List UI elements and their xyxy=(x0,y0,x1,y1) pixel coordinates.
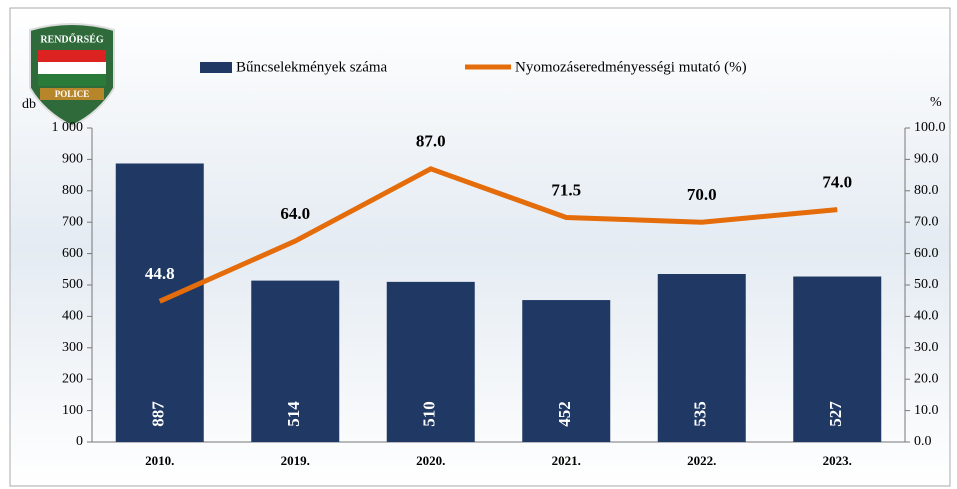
y2-axis-label: % xyxy=(930,95,942,110)
line-label: 87.0 xyxy=(416,132,446,151)
y-axis-label: db xyxy=(22,97,36,112)
y-tick-label: 900 xyxy=(62,152,83,167)
y-tick-label: 1 000 xyxy=(52,120,84,135)
y2-tick-label: 80.0 xyxy=(914,183,939,198)
y2-tick-label: 60.0 xyxy=(914,246,939,261)
line-label: 71.5 xyxy=(551,180,581,199)
logo: RENDŐRSÉG POLICE xyxy=(29,23,115,128)
x-tick-label: 2021. xyxy=(552,453,581,468)
y2-tick-label: 20.0 xyxy=(914,371,939,386)
legend-label: Nyomozáseredményességi mutató (%) xyxy=(515,59,747,75)
bar-label: 535 xyxy=(691,401,710,427)
y2-tick-label: 30.0 xyxy=(914,340,939,355)
y-tick-label: 0 xyxy=(76,434,83,449)
y2-tick-label: 100.0 xyxy=(914,120,946,135)
legend-swatch xyxy=(200,62,232,73)
y2-tick-label: 10.0 xyxy=(914,403,939,418)
y-tick-label: 600 xyxy=(62,246,83,261)
logo-bottom: POLICE xyxy=(55,89,90,99)
legend-label: Bűncselekmények száma xyxy=(236,59,388,75)
bar xyxy=(522,300,611,442)
bar xyxy=(251,280,340,442)
bar xyxy=(793,276,882,442)
x-tick-label: 2010. xyxy=(145,453,174,468)
y-tick-label: 700 xyxy=(62,214,83,229)
y2-tick-label: 0.0 xyxy=(914,434,932,449)
bar-label: 887 xyxy=(149,401,168,427)
y-tick-label: 100 xyxy=(62,403,83,418)
bar xyxy=(657,274,746,442)
bar xyxy=(115,163,204,442)
x-tick-label: 2020. xyxy=(416,453,445,468)
y-tick-label: 500 xyxy=(62,277,83,292)
line-label: 44.8 xyxy=(145,264,175,283)
logo-top: RENDŐRSÉG xyxy=(40,33,104,45)
y2-tick-label: 90.0 xyxy=(914,152,939,167)
line-label: 70.0 xyxy=(687,185,717,204)
bar xyxy=(386,281,475,442)
line-label: 64.0 xyxy=(280,204,310,223)
y-tick-label: 300 xyxy=(62,340,83,355)
line xyxy=(158,166,838,304)
bar-label: 510 xyxy=(420,401,439,427)
x-tick-label: 2023. xyxy=(823,453,852,468)
y-tick-label: 200 xyxy=(62,371,83,386)
x-tick-label: 2019. xyxy=(281,453,310,468)
y-tick-label: 800 xyxy=(62,183,83,198)
y-tick-label: 400 xyxy=(62,309,83,324)
bar-label: 514 xyxy=(284,401,303,427)
bar-label: 527 xyxy=(826,401,845,427)
y2-tick-label: 40.0 xyxy=(914,309,939,324)
line-label: 74.0 xyxy=(822,173,852,192)
bar-label: 452 xyxy=(555,401,574,427)
y2-tick-label: 50.0 xyxy=(914,277,939,292)
x-tick-label: 2022. xyxy=(687,453,716,468)
y2-tick-label: 70.0 xyxy=(914,214,939,229)
